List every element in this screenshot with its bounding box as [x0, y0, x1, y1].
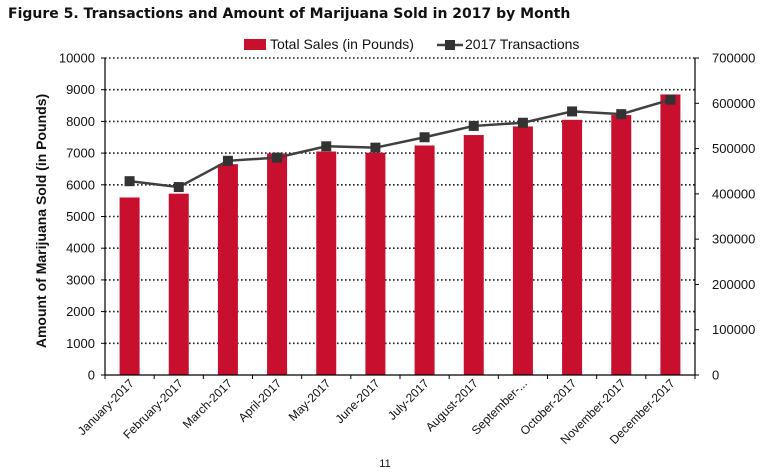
- y-tick-label: 8000: [66, 114, 95, 129]
- transaction-marker: [419, 132, 430, 143]
- transaction-marker: [173, 182, 184, 193]
- tick-labels: 0 1000 2000 3000 4000 5000 6000 7000 8000 9000 100…: [59, 51, 756, 447]
- x-tick-label: March-2017: [180, 376, 235, 431]
- bar: [660, 94, 681, 375]
- y-tick-label: 5000: [66, 209, 95, 224]
- y2-tick-label: 600000: [712, 96, 755, 111]
- transaction-marker: [222, 155, 233, 166]
- y-tick-label: 6000: [66, 177, 95, 192]
- bar: [414, 145, 435, 375]
- x-tick-label: May-2017: [286, 376, 334, 424]
- legend-line-label: 2017 Transactions: [465, 36, 579, 52]
- y2-tick-label: 200000: [712, 277, 755, 292]
- bar: [562, 119, 583, 375]
- legend-bar-label: Total Sales (in Pounds): [270, 36, 414, 52]
- y2-tick-label: 0: [712, 368, 719, 383]
- transaction-marker: [124, 176, 135, 187]
- transaction-marker: [616, 109, 627, 120]
- transaction-marker: [272, 152, 283, 163]
- y-tick-label: 4000: [66, 241, 95, 256]
- bar: [463, 135, 484, 375]
- bar: [267, 153, 288, 375]
- y2-tick-label: 100000: [712, 322, 755, 337]
- legend-bar-swatch: [244, 39, 266, 50]
- transaction-marker: [468, 120, 479, 131]
- transactions-line: [124, 94, 676, 193]
- transaction-marker: [370, 142, 381, 153]
- y2-tick-label: 700000: [712, 51, 755, 66]
- transaction-marker: [567, 106, 578, 117]
- y-tick-label: 2000: [66, 304, 95, 319]
- y-tick-label: 0: [88, 368, 95, 383]
- y-axis-title: Amount of Marijuana Sold (in Pounds): [33, 94, 49, 348]
- bar: [365, 152, 386, 375]
- bar: [611, 115, 632, 375]
- transaction-marker: [321, 141, 332, 152]
- transactions-polyline: [129, 98, 671, 189]
- bar: [217, 164, 238, 375]
- bar: [119, 197, 140, 375]
- y-tick-label: 1000: [66, 336, 95, 351]
- y-tick-label: 9000: [66, 82, 95, 97]
- figure-title: Figure 5. Transactions and Amount of Mar…: [8, 6, 571, 22]
- y2-tick-label: 500000: [712, 141, 755, 156]
- bar: [168, 193, 189, 375]
- gridlines: [105, 57, 695, 345]
- legend-line-marker: [445, 40, 455, 50]
- bar: [512, 126, 533, 375]
- y-tick-label: 10000: [59, 51, 95, 66]
- page-number: 11: [379, 458, 391, 470]
- bar: [316, 151, 337, 375]
- axes: [101, 57, 699, 379]
- y2-tick-label: 300000: [712, 232, 755, 247]
- transaction-marker: [517, 117, 528, 128]
- y-tick-label: 3000: [66, 272, 95, 287]
- y-tick-label: 7000: [66, 146, 95, 161]
- bars: [119, 94, 681, 375]
- x-tick-label: June-2017: [333, 376, 383, 426]
- x-tick-label: July-2017: [385, 376, 432, 423]
- transaction-marker: [665, 94, 676, 105]
- x-tick-label: April-2017: [236, 376, 285, 425]
- legend: Total Sales (in Pounds) 2017 Transaction…: [244, 36, 579, 52]
- y2-tick-label: 400000: [712, 186, 755, 201]
